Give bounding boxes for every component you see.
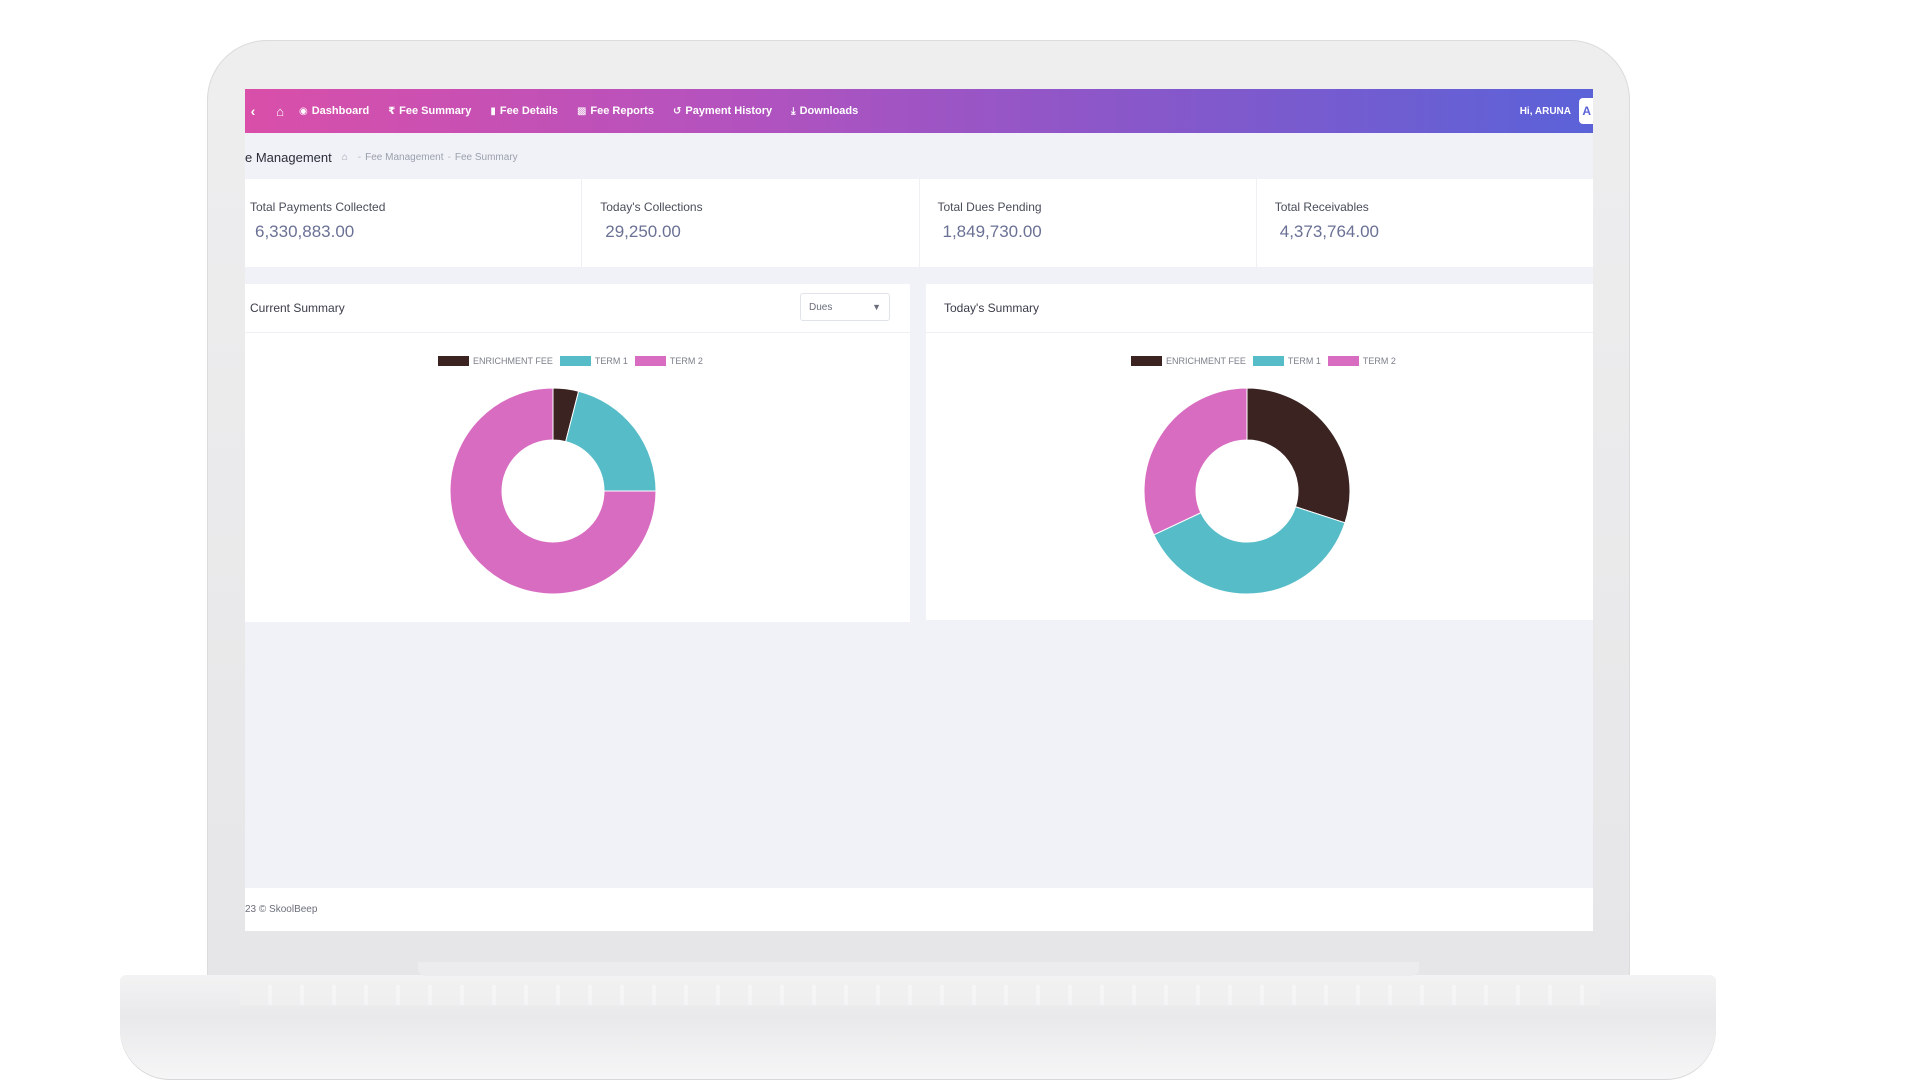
- breadcrumb-fee-management[interactable]: Fee Management: [365, 151, 444, 163]
- stat-total-receivables: Total Receivables 4,373,764.00: [1257, 179, 1593, 267]
- legend-label: TERM 2: [1362, 356, 1396, 366]
- donut-chart: [1144, 387, 1350, 595]
- legend-item[interactable]: TERM 2: [1327, 356, 1396, 366]
- legend-item[interactable]: ENRICHMENT FEE: [1131, 356, 1246, 366]
- chart-legend: ENRICHMENT FEE TERM 1 TERM 2: [438, 356, 710, 366]
- breadcrumb-separator: -: [357, 151, 362, 163]
- nav-fee-reports-label: Fee Reports: [590, 105, 654, 117]
- footer: 23 © SkoolBeep: [245, 888, 1593, 931]
- chevron-down-icon: ▼: [872, 302, 881, 312]
- donut-slice-term-2[interactable]: [1144, 387, 1248, 536]
- legend-item[interactable]: ENRICHMENT FEE: [438, 356, 553, 366]
- legend-label: TERM 2: [669, 356, 703, 366]
- page-title: e Management: [245, 149, 332, 165]
- breadcrumb: e Management ⌂ - Fee Management - Fee Su…: [245, 141, 518, 173]
- document-icon: ▮: [490, 105, 496, 117]
- todays-summary-card: Today's Summary ENRICHMENT FEE TERM 1 TERM…: [926, 284, 1593, 620]
- palette-icon: ◉: [299, 105, 308, 117]
- stat-label: Today's Collections: [600, 200, 703, 214]
- top-navbar: ‹ ⌂ ◉ Dashboard ₹ Fee Summary ▮ Fee Deta…: [245, 89, 1593, 133]
- stat-total-dues-pending: Total Dues Pending 1,849,730.00: [920, 179, 1257, 267]
- legend-swatch: [1131, 356, 1162, 366]
- card-title: Current Summary: [250, 301, 345, 315]
- rupee-icon: ₹: [388, 105, 396, 117]
- legend-item[interactable]: TERM 1: [1252, 356, 1321, 366]
- laptop-keyboard: [240, 985, 1600, 1005]
- legend-swatch: [1252, 356, 1284, 366]
- legend-label: TERM 1: [1287, 356, 1321, 366]
- stat-todays-collections: Today's Collections 29,250.00: [582, 179, 920, 267]
- legend-item[interactable]: TERM 2: [634, 356, 703, 366]
- donut-slice-term-1[interactable]: [565, 390, 656, 492]
- stat-value: 1,849,730.00: [942, 222, 1042, 241]
- breadcrumb-home-icon[interactable]: ⌂: [341, 151, 348, 163]
- home-icon[interactable]: ⌂: [276, 103, 284, 119]
- summary-type-select[interactable]: Dues ▼: [800, 293, 890, 321]
- laptop-hinge: [418, 962, 1419, 976]
- stat-label: Total Payments Collected: [250, 200, 386, 214]
- history-icon: ↺: [672, 105, 682, 117]
- legend-swatch: [634, 356, 666, 366]
- nav-fee-details-label: Fee Details: [499, 105, 558, 117]
- legend-swatch: [438, 356, 469, 366]
- nav-downloads-label: Downloads: [799, 105, 859, 117]
- copyright-text: 23 © SkoolBeep: [245, 904, 318, 915]
- bar-chart-icon: ▩: [576, 105, 587, 117]
- nav-fee-summary-label: Fee Summary: [399, 105, 472, 117]
- legend-item[interactable]: TERM 1: [559, 356, 628, 366]
- stat-value: 6,330,883.00: [255, 222, 355, 241]
- legend-label: ENRICHMENT FEE: [1166, 356, 1246, 366]
- nav-dashboard[interactable]: ◉ Dashboard: [299, 105, 369, 117]
- stats-row: Total Payments Collected 6,330,883.00 To…: [245, 179, 1593, 267]
- nav-fee-details[interactable]: ▮ Fee Details: [490, 105, 558, 117]
- card-header: Today's Summary: [926, 284, 1593, 333]
- donut-slice-term-2[interactable]: [450, 387, 656, 595]
- download-icon: ⤓: [791, 105, 796, 117]
- nav-payment-history[interactable]: ↺ Payment History: [673, 105, 772, 117]
- nav-fee-reports[interactable]: ▩ Fee Reports: [577, 105, 654, 117]
- stat-total-payments: Total Payments Collected 6,330,883.00: [245, 179, 583, 267]
- nav-fee-summary[interactable]: ₹ Fee Summary: [388, 105, 471, 117]
- card-header: Current Summary Dues ▼: [245, 284, 910, 333]
- app-screen: ‹ ⌂ ◉ Dashboard ₹ Fee Summary ▮ Fee Deta…: [245, 89, 1593, 931]
- nav-dashboard-label: Dashboard: [311, 105, 370, 117]
- donut-chart: [450, 387, 656, 595]
- nav-downloads[interactable]: ⤓ Downloads: [791, 105, 858, 117]
- card-title: Today's Summary: [944, 301, 1039, 315]
- chart-legend: ENRICHMENT FEE TERM 1 TERM 2: [1131, 356, 1403, 366]
- select-value: Dues: [809, 301, 833, 313]
- legend-swatch: [559, 356, 591, 366]
- donut-slice-enrichment-fee[interactable]: [1246, 387, 1350, 524]
- stat-value: 29,250.00: [605, 222, 681, 241]
- legend-label: TERM 1: [594, 356, 628, 366]
- user-greeting[interactable]: Hi, ARUNA: [1519, 105, 1571, 117]
- stat-value: 4,373,764.00: [1279, 222, 1380, 241]
- donut-slice-term-1[interactable]: [1153, 506, 1346, 595]
- legend-label: ENRICHMENT FEE: [473, 356, 553, 366]
- current-summary-card: Current Summary Dues ▼ ENRICHMENT FEE TER…: [245, 284, 910, 622]
- stat-label: Total Receivables: [1274, 200, 1369, 214]
- breadcrumb-fee-summary: Fee Summary: [454, 151, 518, 163]
- nav-payment-history-label: Payment History: [685, 105, 773, 117]
- legend-swatch: [1327, 356, 1359, 366]
- chevron-left-icon[interactable]: ‹: [250, 103, 256, 119]
- breadcrumb-separator: -: [447, 151, 451, 163]
- avatar[interactable]: A: [1579, 98, 1593, 124]
- stat-label: Total Dues Pending: [937, 200, 1042, 214]
